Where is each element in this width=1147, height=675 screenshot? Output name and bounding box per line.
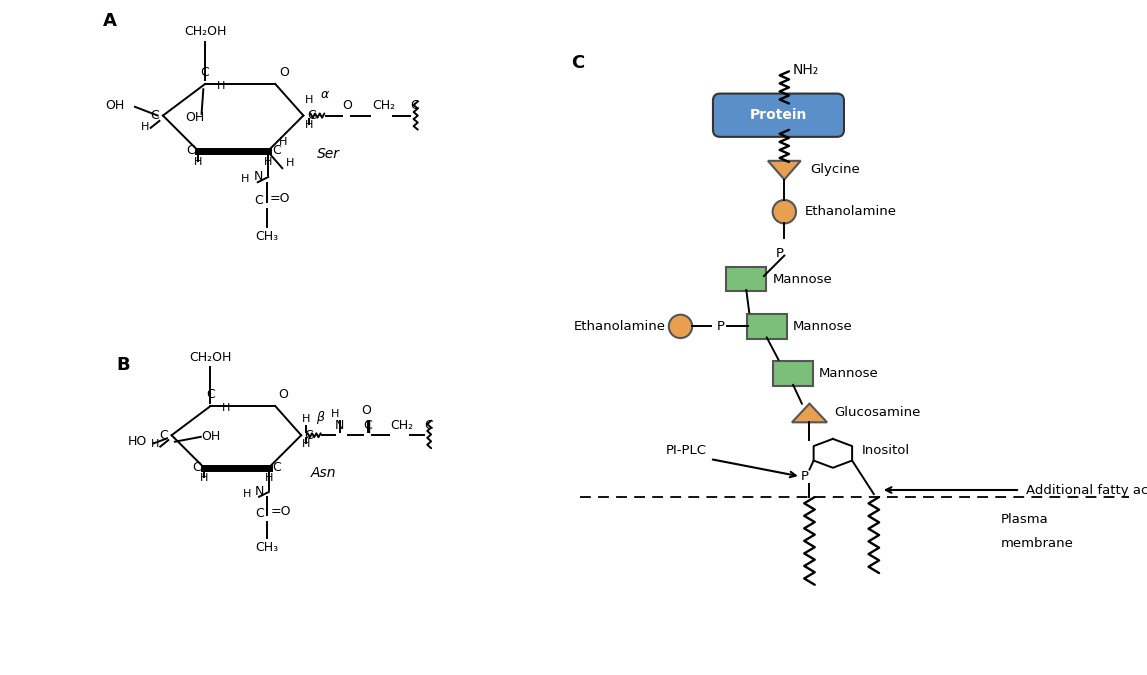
Text: C: C (571, 54, 584, 72)
Text: Glucosamine: Glucosamine (834, 406, 920, 419)
Polygon shape (768, 161, 801, 180)
Text: membrane: membrane (1000, 537, 1074, 549)
Text: H: H (279, 138, 287, 147)
Text: CH₂OH: CH₂OH (189, 351, 232, 364)
Text: PI-PLC: PI-PLC (666, 444, 708, 458)
Text: C: C (411, 99, 419, 112)
Text: Additional fatty acid: Additional fatty acid (1025, 483, 1147, 497)
Text: H: H (141, 122, 149, 132)
Text: O: O (279, 388, 288, 401)
Text: Ethanolamine: Ethanolamine (574, 320, 666, 333)
Text: H: H (200, 472, 209, 483)
Text: C: C (307, 109, 315, 122)
Text: C: C (424, 419, 434, 432)
Text: C: C (272, 461, 281, 474)
Text: O: O (361, 404, 370, 417)
Text: C: C (272, 144, 281, 157)
Text: P: P (801, 470, 809, 483)
Text: Plasma: Plasma (1000, 514, 1048, 526)
Text: NH₂: NH₂ (793, 63, 819, 76)
Text: Inositol: Inositol (863, 444, 911, 457)
Text: H: H (194, 157, 202, 167)
Text: N: N (335, 419, 344, 432)
Text: CH₃: CH₃ (255, 230, 278, 243)
Text: β: β (315, 410, 323, 424)
Text: H: H (241, 174, 249, 184)
Text: P: P (716, 320, 724, 333)
Text: C: C (201, 65, 210, 79)
Circle shape (669, 315, 692, 338)
Text: C: C (206, 388, 214, 401)
Text: C: C (255, 194, 263, 207)
Text: Ser: Ser (318, 146, 341, 161)
Text: CH₃: CH₃ (256, 541, 279, 554)
Text: H: H (286, 159, 294, 169)
Text: H: H (304, 95, 313, 105)
Text: =O: =O (270, 192, 290, 205)
Text: H: H (264, 157, 273, 167)
Text: C: C (362, 419, 372, 432)
Text: OH: OH (185, 111, 204, 124)
Text: Mannose: Mannose (819, 367, 879, 380)
Text: Protein: Protein (750, 108, 807, 122)
Text: H: H (302, 439, 310, 449)
Text: C: C (186, 144, 195, 157)
Text: H: H (331, 410, 340, 419)
Text: HO: HO (128, 435, 147, 448)
Text: O: O (342, 99, 352, 112)
FancyBboxPatch shape (726, 267, 766, 292)
Text: H: H (302, 414, 310, 425)
FancyBboxPatch shape (747, 314, 787, 339)
Text: =O: =O (271, 506, 291, 518)
Text: CH₂OH: CH₂OH (184, 26, 226, 38)
Text: C: C (159, 429, 169, 441)
Text: CH₂: CH₂ (390, 419, 413, 432)
Text: H: H (218, 81, 226, 91)
Text: H: H (304, 120, 313, 130)
Text: Mannose: Mannose (772, 273, 832, 286)
Text: α: α (321, 88, 329, 101)
Text: O: O (279, 65, 289, 79)
FancyBboxPatch shape (773, 362, 813, 386)
Text: Asn: Asn (311, 466, 336, 481)
Text: B: B (117, 356, 130, 374)
Text: H: H (221, 403, 231, 413)
Text: H: H (265, 472, 273, 483)
Text: H: H (151, 439, 159, 449)
Text: P: P (775, 247, 783, 260)
Text: OH: OH (106, 99, 124, 111)
Text: OH: OH (201, 430, 220, 443)
Text: N: N (255, 485, 264, 498)
Text: C: C (192, 461, 201, 474)
Text: Ethanolamine: Ethanolamine (805, 205, 897, 218)
Text: Mannose: Mannose (793, 320, 852, 333)
Text: A: A (103, 12, 117, 30)
Text: N: N (253, 171, 263, 184)
Text: C: C (304, 429, 313, 441)
Text: C: C (255, 507, 264, 520)
Text: H: H (243, 489, 251, 499)
Text: C: C (150, 109, 159, 122)
Circle shape (773, 200, 796, 223)
FancyBboxPatch shape (713, 94, 844, 137)
Text: CH₂: CH₂ (372, 99, 395, 112)
Polygon shape (791, 404, 827, 423)
Text: Glycine: Glycine (811, 163, 860, 176)
